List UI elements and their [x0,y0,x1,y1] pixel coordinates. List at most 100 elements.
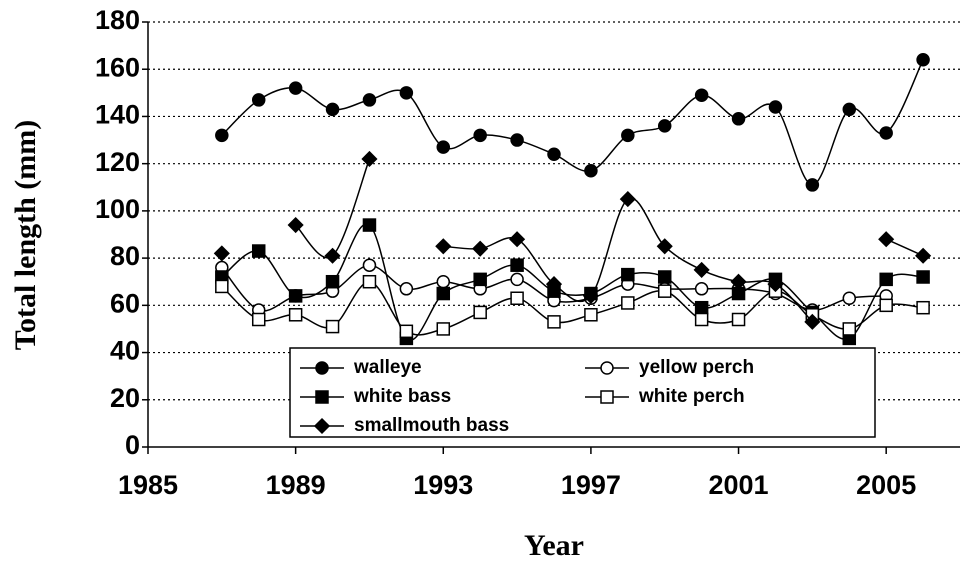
marker [362,258,377,272]
marker [879,126,893,140]
marker [600,390,614,404]
marker [473,128,487,143]
marker [621,128,635,143]
marker [621,296,635,310]
marker [362,93,377,107]
marker [656,238,673,255]
marker [215,279,229,294]
y-tick-label: 40 [110,336,140,366]
y-tick-label: 20 [110,383,140,413]
marker [916,300,930,315]
marker [288,289,303,303]
marker [657,284,672,298]
marker [879,298,893,313]
x-axis-title: Year [524,529,584,562]
y-tick-label: 140 [95,100,140,130]
marker [215,128,229,143]
marker [325,102,340,117]
marker [287,216,304,234]
y-tick-label: 0 [125,430,140,460]
x-tick-label: 1985 [118,470,178,500]
marker [879,272,893,287]
marker [288,308,303,322]
marker [547,147,561,161]
series-line [221,59,924,186]
legend: walleye yellow perch white bass white perch… [289,347,876,438]
marker [547,315,561,329]
marker [325,274,340,289]
series [215,53,930,192]
x-tick-label: 2001 [709,470,769,500]
series-line [295,158,371,259]
marker [584,164,598,178]
x-tick-label: 1993 [413,470,473,500]
marker [213,245,230,262]
marker [731,112,746,126]
marker [621,267,635,282]
marker [693,261,710,278]
marker [842,322,857,336]
marker [510,133,524,147]
marker [584,308,598,322]
marker [361,150,378,168]
marker [694,282,709,296]
marker [600,361,614,375]
marker [510,258,524,272]
marker [731,312,746,327]
x-tick-label: 1989 [266,470,326,500]
marker [324,247,341,264]
marker [842,102,857,117]
marker [315,361,329,375]
marker [362,274,377,289]
marker [878,231,895,248]
series [215,274,930,339]
marker [399,324,414,339]
marker [619,191,636,208]
marker [313,417,331,435]
marker [251,312,266,327]
legend-label: yellow perch [639,357,754,378]
marker [436,286,451,301]
marker [325,319,340,334]
marker [399,282,414,296]
legend-label: smallmouth bass [354,415,509,436]
marker [730,273,747,290]
marker [804,313,821,330]
marker [510,291,524,305]
marker [582,287,599,304]
marker [251,93,266,107]
marker [916,270,930,284]
marker [288,81,303,95]
marker [694,88,709,102]
legend-box [289,347,876,438]
marker [315,390,329,404]
y-tick-label: 60 [110,288,140,318]
marker [657,119,672,133]
marker [399,86,414,100]
marker [362,218,377,232]
y-tick-label: 100 [95,194,140,224]
marker [509,231,526,248]
marker [435,238,452,255]
marker [472,240,489,257]
marker [694,312,709,327]
marker [805,178,820,192]
marker [767,276,784,293]
marker [768,100,783,114]
legend-label: white bass [353,386,451,407]
marker [436,140,451,154]
marker [545,276,563,293]
legend-label: white perch [638,386,745,407]
x-tick-label: 1997 [561,470,621,500]
y-tick-label: 180 [95,5,140,35]
marker [436,322,451,336]
marker [916,53,930,67]
marker [657,270,672,284]
marker [510,272,524,287]
y-axis-title: Total length (mm) [9,120,42,351]
marker [473,272,487,287]
marker [251,244,266,258]
marker [436,274,451,289]
